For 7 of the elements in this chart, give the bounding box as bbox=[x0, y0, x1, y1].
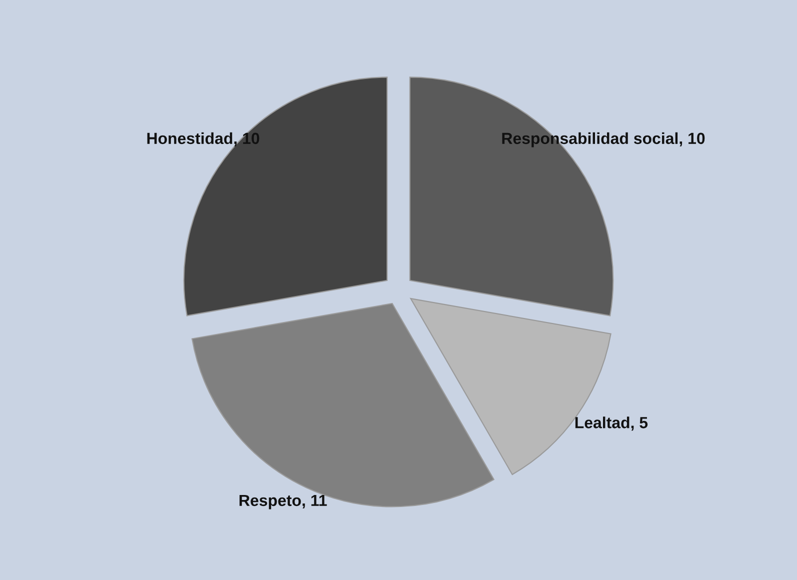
data-label: , 10 bbox=[680, 132, 705, 146]
data-label: , 10 bbox=[234, 132, 260, 146]
slice-label: Honestidad bbox=[147, 132, 232, 144]
data-label: , 5 bbox=[631, 417, 648, 431]
slice-label: Respeto bbox=[240, 494, 301, 510]
slice-label: Lealtad bbox=[575, 416, 630, 428]
data-label: , 11 bbox=[302, 494, 327, 508]
